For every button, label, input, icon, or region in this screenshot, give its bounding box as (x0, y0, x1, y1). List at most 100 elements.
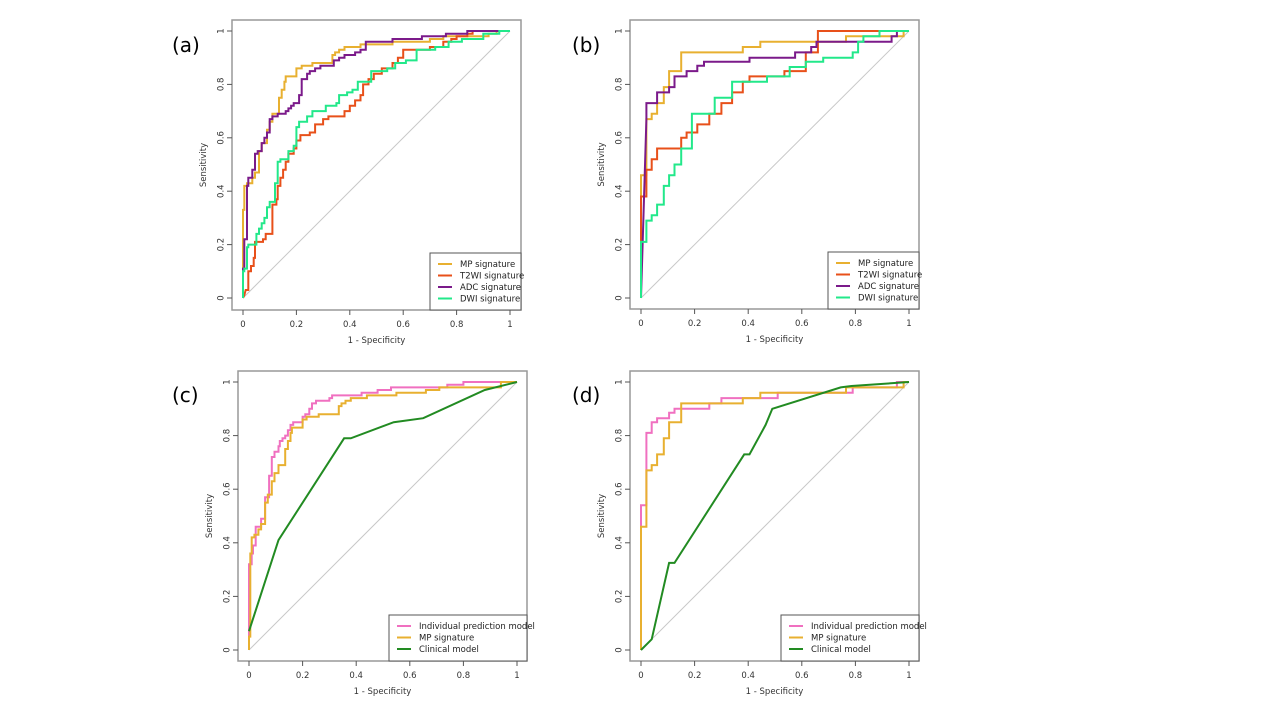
roc-curve-dwi-signature (640, 30, 909, 298)
y-tick-label: 0.6 (217, 131, 227, 145)
x-tick-label: 0 (638, 671, 643, 681)
x-tick-label: 0.8 (450, 320, 464, 330)
x-tick-label: 1 (906, 671, 911, 681)
y-tick-label: 0.8 (223, 429, 233, 443)
legend-entry-label: MP signature (460, 260, 515, 270)
roc-curve-clinical-model (248, 381, 518, 632)
legend-entry-label: T2WI signature (857, 271, 922, 281)
y-tick-label: 1 (217, 28, 227, 33)
y-tick-label: 0.6 (615, 131, 625, 145)
roc-curve-mp-signature (640, 381, 909, 650)
x-tick-label: 0.8 (849, 319, 863, 329)
x-tick-label: 0.2 (688, 319, 702, 329)
x-tick-label: 0.6 (403, 671, 417, 681)
y-tick-label: 0.2 (217, 238, 227, 252)
y-tick-label: 1 (615, 28, 625, 33)
y-tick-label: 0.2 (615, 590, 625, 604)
roc-curve-mp-signature (640, 30, 909, 298)
roc-panel-c: (c) 0 0.2 0.4 0.6 0.8 1 0 0.2 0.4 0.6 0.8 1 1 - Speci… (172, 370, 535, 697)
plot-frame (629, 370, 920, 662)
x-axis-label: 1 - Specificity (348, 336, 406, 346)
x-tick-label: 1 (906, 319, 911, 329)
x-tick-label: 0.6 (396, 320, 410, 330)
legend-entry-label: Clinical model (811, 645, 871, 655)
legend-entry-label: Clinical model (419, 645, 479, 655)
y-axis-label: Sensitivity (205, 494, 215, 538)
legend-entry-label: ADC signature (858, 282, 919, 292)
y-axis-label: Sensitivity (597, 494, 607, 538)
legend-box (388, 614, 528, 662)
legend-entry-label: Individual prediction model (419, 622, 535, 632)
x-tick-label: 0 (246, 671, 251, 681)
y-tick-label: 1 (615, 379, 625, 384)
legend-entry-label: MP signature (811, 634, 866, 644)
roc-panel-a: (a) 0 0.2 0.4 0.6 0.8 1 0 0.2 0.4 0.6 0.8 1 1 - Speci… (172, 19, 524, 346)
roc-panel-d: (d) 0 0.2 0.4 0.6 0.8 1 0 0.2 0.4 0.6 0.8 1 1 - Speci… (572, 370, 927, 697)
x-tick-label: 0.2 (290, 320, 304, 330)
x-tick-label: 0.8 (457, 671, 471, 681)
x-tick-label: 0.6 (795, 319, 809, 329)
y-tick-label: 0.4 (223, 536, 233, 550)
x-tick-label: 0 (638, 319, 643, 329)
x-tick-label: 0 (240, 320, 245, 330)
plot-frame (237, 370, 528, 662)
panel-label: (c) (172, 383, 199, 407)
y-tick-label: 0.8 (217, 78, 227, 92)
y-tick-label: 0.2 (223, 590, 233, 604)
y-tick-label: 0.8 (615, 78, 625, 92)
x-tick-label: 1 (507, 320, 512, 330)
x-tick-label: 0.6 (795, 671, 809, 681)
y-tick-label: 0 (223, 647, 233, 652)
x-tick-label: 0.4 (741, 319, 755, 329)
y-tick-label: 0.2 (615, 238, 625, 252)
y-tick-label: 0.4 (615, 184, 625, 198)
panel-label: (d) (572, 383, 600, 407)
plot-frame (231, 19, 522, 311)
roc-curve-mp-signature (248, 381, 517, 650)
legend-entry-label: ADC signature (460, 283, 521, 293)
legend-entry-label: Individual prediction model (811, 622, 927, 632)
y-tick-label: 0.4 (615, 536, 625, 550)
roc-curve-dwi-signature (242, 30, 510, 298)
x-tick-label: 0.4 (343, 320, 357, 330)
legend: Individual prediction model MP signatureC… (388, 614, 535, 662)
x-tick-label: 0.2 (688, 671, 702, 681)
plot-frame (629, 19, 920, 310)
legend-box (429, 252, 522, 311)
x-tick-label: 1 (514, 671, 519, 681)
x-tick-label: 0.4 (741, 671, 755, 681)
x-axis-label: 1 - Specificity (746, 687, 804, 697)
y-tick-label: 0.6 (615, 482, 625, 496)
roc-curve-t2wi-signature (242, 30, 510, 299)
y-tick-label: 0 (217, 295, 227, 300)
x-axis-label: 1 - Specificity (354, 687, 412, 697)
y-tick-label: 0 (615, 647, 625, 652)
y-tick-label: 1 (223, 379, 233, 384)
diagonal-reference-line (640, 30, 910, 299)
diagonal-reference-line (640, 381, 910, 651)
panel-label: (a) (172, 33, 200, 57)
panel-label: (b) (572, 33, 600, 57)
y-axis-label: Sensitivity (199, 143, 209, 187)
legend-entry-label: DWI signature (460, 295, 520, 305)
legend-box (827, 251, 920, 310)
x-tick-label: 0.4 (349, 671, 363, 681)
y-tick-label: 0 (615, 295, 625, 300)
legend-box (780, 614, 920, 662)
roc-curve-adc-signature (640, 30, 909, 299)
diagonal-reference-line (248, 381, 518, 651)
legend-entry-label: MP signature (419, 634, 474, 644)
legend-entry-label: DWI signature (858, 294, 918, 304)
roc-panel-b: (b) 0 0.2 0.4 0.6 0.8 1 0 0.2 0.4 0.6 0.8 1 1 - Speci… (572, 19, 922, 345)
y-axis-label: Sensitivity (597, 142, 607, 186)
roc-curve-adc-signature (242, 30, 510, 298)
roc-curve-clinical-model (640, 381, 910, 651)
roc-curve-individual-prediction-model (248, 381, 517, 650)
y-tick-label: 0.6 (223, 482, 233, 496)
legend: Individual prediction model MP signatureC… (780, 614, 927, 662)
x-tick-label: 0.2 (296, 671, 310, 681)
roc-curve-individual-prediction-model (640, 381, 909, 650)
